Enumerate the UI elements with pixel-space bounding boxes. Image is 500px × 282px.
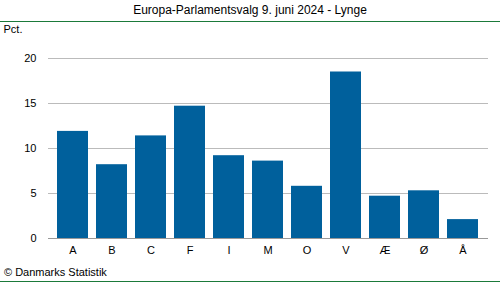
svg-text:I: I	[227, 244, 230, 256]
svg-text:Ø: Ø	[420, 244, 429, 256]
svg-text:A: A	[69, 244, 77, 256]
svg-text:20: 20	[24, 52, 36, 64]
svg-text:F: F	[187, 244, 194, 256]
svg-text:O: O	[303, 244, 312, 256]
svg-text:Pct.: Pct.	[4, 23, 23, 35]
html-text:Europa-Parlamentsvalg 9. juni: Europa-Parlamentsvalg 9. juni 2024 - Lyn…	[133, 3, 367, 17]
svg-text:C: C	[147, 244, 155, 256]
svg-text:B: B	[108, 244, 115, 256]
svg-text:15: 15	[24, 97, 36, 109]
svg-text:10: 10	[24, 142, 36, 154]
svg-text:Æ: Æ	[380, 244, 391, 256]
svg-text:5: 5	[30, 187, 36, 199]
html-text:© Danmarks Statistik: © Danmarks Statistik	[4, 266, 107, 278]
svg-text:V: V	[342, 244, 350, 256]
svg-text:0: 0	[30, 232, 36, 244]
svg-text:M: M	[263, 244, 272, 256]
svg-text:Å: Å	[459, 244, 467, 256]
